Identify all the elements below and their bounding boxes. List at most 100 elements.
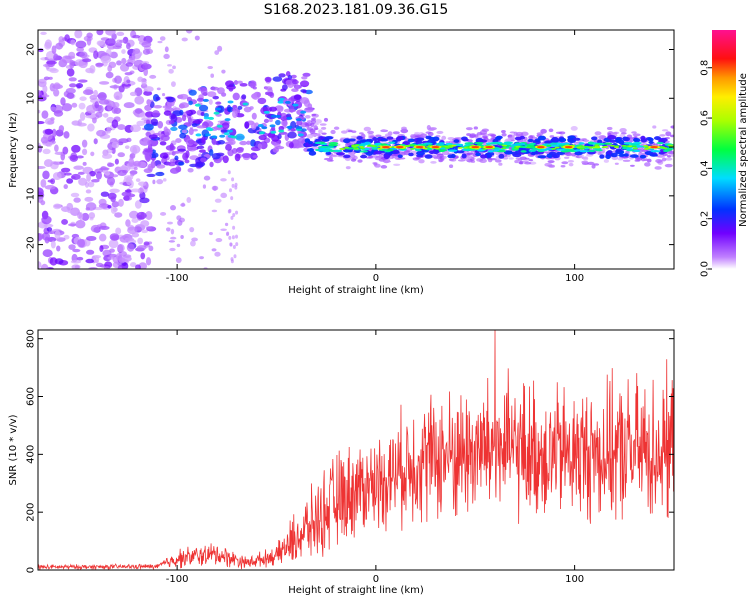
heatmap-cell xyxy=(130,173,135,177)
heatmap-cell xyxy=(508,157,514,160)
heatmap-cell xyxy=(132,48,141,55)
heatmap-cell xyxy=(86,235,97,241)
heatmap-cell xyxy=(181,114,187,122)
x-tick-label: 0 xyxy=(373,273,379,284)
heatmap-cell xyxy=(661,157,667,162)
heatmap-cell xyxy=(457,146,463,149)
snr-series-line xyxy=(38,330,674,570)
heatmap-cell xyxy=(117,264,125,269)
heatmap-cell xyxy=(170,126,178,131)
heatmap-cell xyxy=(42,148,51,155)
heatmap-cell xyxy=(514,160,519,164)
heatmap-cell xyxy=(579,150,590,153)
heatmap-cell xyxy=(144,105,151,112)
heatmap-cell xyxy=(257,124,264,128)
heatmap-cell xyxy=(550,144,560,147)
heatmap-cell xyxy=(256,92,261,98)
figure-title: S168.2023.181.09.36.G15 xyxy=(264,2,449,18)
heatmap-cell xyxy=(633,137,639,142)
heatmap-cell xyxy=(304,107,314,113)
heatmap-cell xyxy=(261,126,268,130)
heatmap-cell xyxy=(650,145,659,149)
heatmap-cell xyxy=(38,121,45,125)
heatmap-cell xyxy=(350,158,357,162)
heatmap-cell xyxy=(187,139,195,145)
heatmap-cell xyxy=(52,203,62,210)
heatmap-cell xyxy=(115,252,123,261)
heatmap-cell xyxy=(155,96,161,101)
heatmap-cell xyxy=(415,145,424,149)
heatmap-cell xyxy=(65,87,76,94)
heatmap-cell xyxy=(78,102,86,110)
heatmap-cell xyxy=(287,131,297,139)
heatmap-cell xyxy=(199,256,204,260)
heatmap-cell xyxy=(128,157,135,167)
heatmap-cell xyxy=(242,102,249,106)
heatmap-cell xyxy=(219,134,226,138)
heatmap-cell xyxy=(601,148,606,153)
heatmap-cell xyxy=(79,51,88,59)
heatmap-cell xyxy=(121,255,132,262)
heatmap-cell xyxy=(243,106,252,113)
heatmap-cell xyxy=(402,141,411,146)
heatmap-cell xyxy=(363,126,372,132)
heatmap-cell xyxy=(75,82,84,89)
heatmap-cell xyxy=(38,48,44,53)
heatmap-cell xyxy=(300,89,307,93)
heatmap-cell xyxy=(269,106,278,112)
heatmap-cell xyxy=(427,131,434,137)
heatmap-cell xyxy=(534,138,541,143)
heatmap-cell xyxy=(670,125,674,129)
heatmap-cell xyxy=(631,145,637,148)
heatmap-cell xyxy=(232,110,238,119)
heatmap-cell xyxy=(501,132,507,137)
heatmap-cell xyxy=(418,159,425,164)
heatmap-cell xyxy=(85,115,96,119)
spectrogram-heatmap xyxy=(38,30,674,269)
heatmap-cell xyxy=(285,79,293,86)
heatmap-cell xyxy=(162,93,166,97)
heatmap-cell xyxy=(74,30,83,39)
heatmap-cell xyxy=(117,244,125,253)
heatmap-cell xyxy=(215,107,222,111)
heatmap-cell xyxy=(66,68,75,77)
heatmap-cell xyxy=(145,111,155,118)
heatmap-cell xyxy=(90,151,95,157)
heatmap-cell xyxy=(137,237,144,245)
heatmap-cell xyxy=(367,133,374,137)
heatmap-cell xyxy=(170,228,175,235)
heatmap-cell xyxy=(53,53,59,61)
heatmap-cell xyxy=(288,108,297,113)
heatmap-cell xyxy=(555,131,563,135)
heatmap-cell xyxy=(278,97,285,101)
heatmap-cell xyxy=(320,126,327,130)
heatmap-cell xyxy=(594,145,600,148)
heatmap-cell xyxy=(547,160,555,164)
heatmap-cell xyxy=(220,192,228,199)
heatmap-cell xyxy=(147,139,152,146)
heatmap-cell xyxy=(308,148,314,152)
heatmap-cell xyxy=(202,184,207,189)
heatmap-cell xyxy=(102,112,109,118)
heatmap-cell xyxy=(351,144,357,147)
heatmap-cell xyxy=(159,141,167,146)
heatmap-cell xyxy=(556,148,566,151)
colorbar-tick-label: 0.6 xyxy=(700,110,711,126)
heatmap-cell xyxy=(200,157,207,163)
heatmap-cell xyxy=(494,159,502,163)
heatmap-cell xyxy=(121,83,132,87)
heatmap-cell xyxy=(447,149,458,152)
heatmap-cell xyxy=(225,144,232,151)
heatmap-cell xyxy=(299,80,310,86)
heatmap-cell xyxy=(609,139,618,143)
heatmap-cell xyxy=(42,85,48,93)
heatmap-cell xyxy=(144,152,153,160)
heatmap-cell xyxy=(554,146,560,149)
heatmap-cell xyxy=(479,158,487,164)
heatmap-cell xyxy=(330,129,336,135)
heatmap-cell xyxy=(228,235,232,240)
heatmap-cell xyxy=(60,97,66,106)
heatmap-cell xyxy=(517,158,523,162)
heatmap-cell xyxy=(615,148,622,153)
